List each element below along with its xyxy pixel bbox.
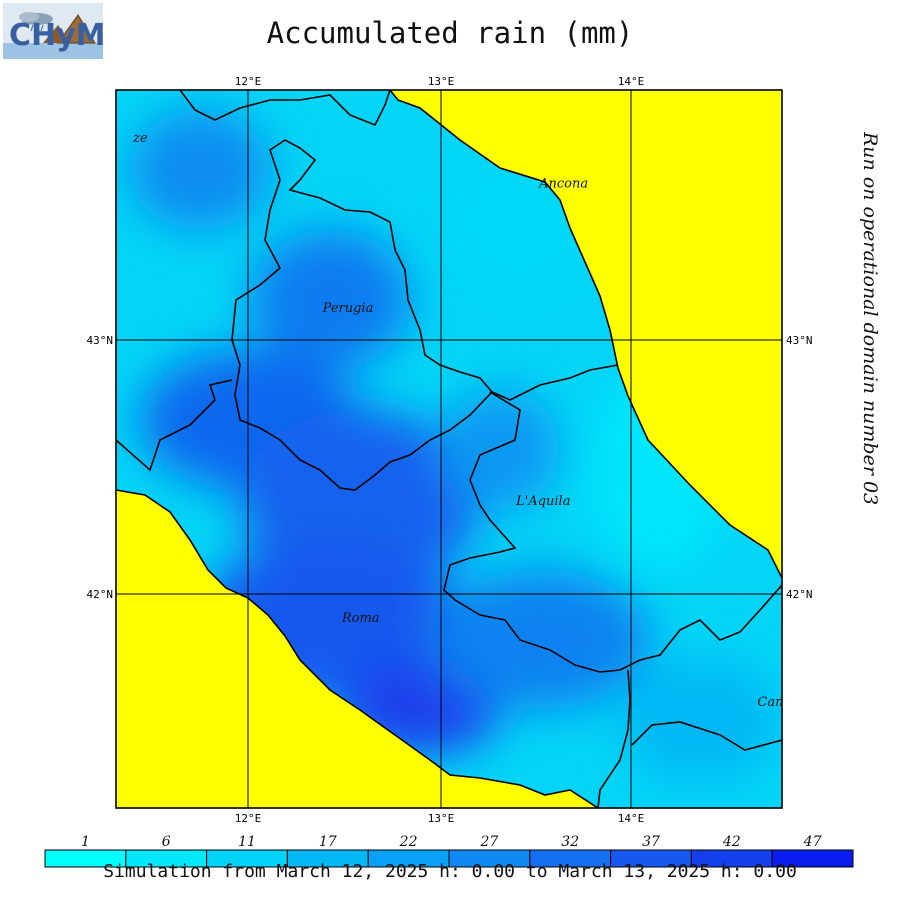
tick-label-top-13: 13°E [428,75,455,88]
axis-right: 43°N 42°N [786,334,813,601]
logo-wordmark: CHyM [9,18,103,53]
city-label-ze: ze [132,131,148,146]
city-label-perugia: Perugia [322,301,374,316]
city-labels: ze Ancona Perugia L'Aquila Roma Campoba [132,131,819,710]
colorbar-label-27: 27 [479,834,498,850]
map-title: Accumulated rain (mm) [266,16,634,50]
tick-label-right-43: 43°N [786,334,813,347]
tick-label-bottom-13: 13°E [428,812,455,825]
city-label-roma: Roma [341,611,380,626]
side-title-container: Run on operational domain number 03 [856,130,886,610]
map-frame [115,89,783,809]
tick-label-top-12: 12°E [235,75,262,88]
side-title: Run on operational domain number 03 [859,131,881,505]
tick-label-bottom-12: 12°E [235,812,262,825]
axis-bottom: 12°E 13°E 14°E [235,812,645,825]
colorbar-label-47: 47 [803,834,822,850]
chym-logo: CHyM [3,3,106,59]
tyrrhenian-sea [116,490,598,808]
adriatic-sea [390,90,782,578]
tick-label-bottom-14: 14°E [618,812,645,825]
axis-left: 43°N 42°N [87,334,114,601]
colorbar-label-17: 17 [319,834,337,850]
colorbar-label-1: 1 [81,834,90,850]
admin-borders [116,90,782,808]
tick-label-left-43: 43°N [87,334,114,347]
rain-field [116,90,782,808]
simulation-period: Simulation from March 12, 2025 h: 0.00 t… [103,861,797,882]
colorbar-label-42: 42 [722,834,741,850]
axis-top: 12°E 13°E 14°E [235,75,645,88]
tick-label-top-14: 14°E [618,75,645,88]
colorbar-label-37: 37 [642,834,660,850]
colorbar-label-11: 11 [238,834,256,850]
colorbar-label-22: 22 [399,834,418,850]
city-label-campoba: Campoba [757,695,819,710]
tick-label-right-42: 42°N [786,588,813,601]
graticule [116,90,782,808]
colorbar-label-6: 6 [162,834,171,850]
colorbar-swatch-9 [771,849,854,868]
city-label-laquila: L'Aquila [515,494,570,509]
city-label-ancona: Ancona [538,177,588,192]
tick-label-left-42: 42°N [87,588,114,601]
colorbar-label-32: 32 [561,834,579,850]
colorbar: 1 6 11 17 22 27 32 37 42 47 [44,834,854,868]
